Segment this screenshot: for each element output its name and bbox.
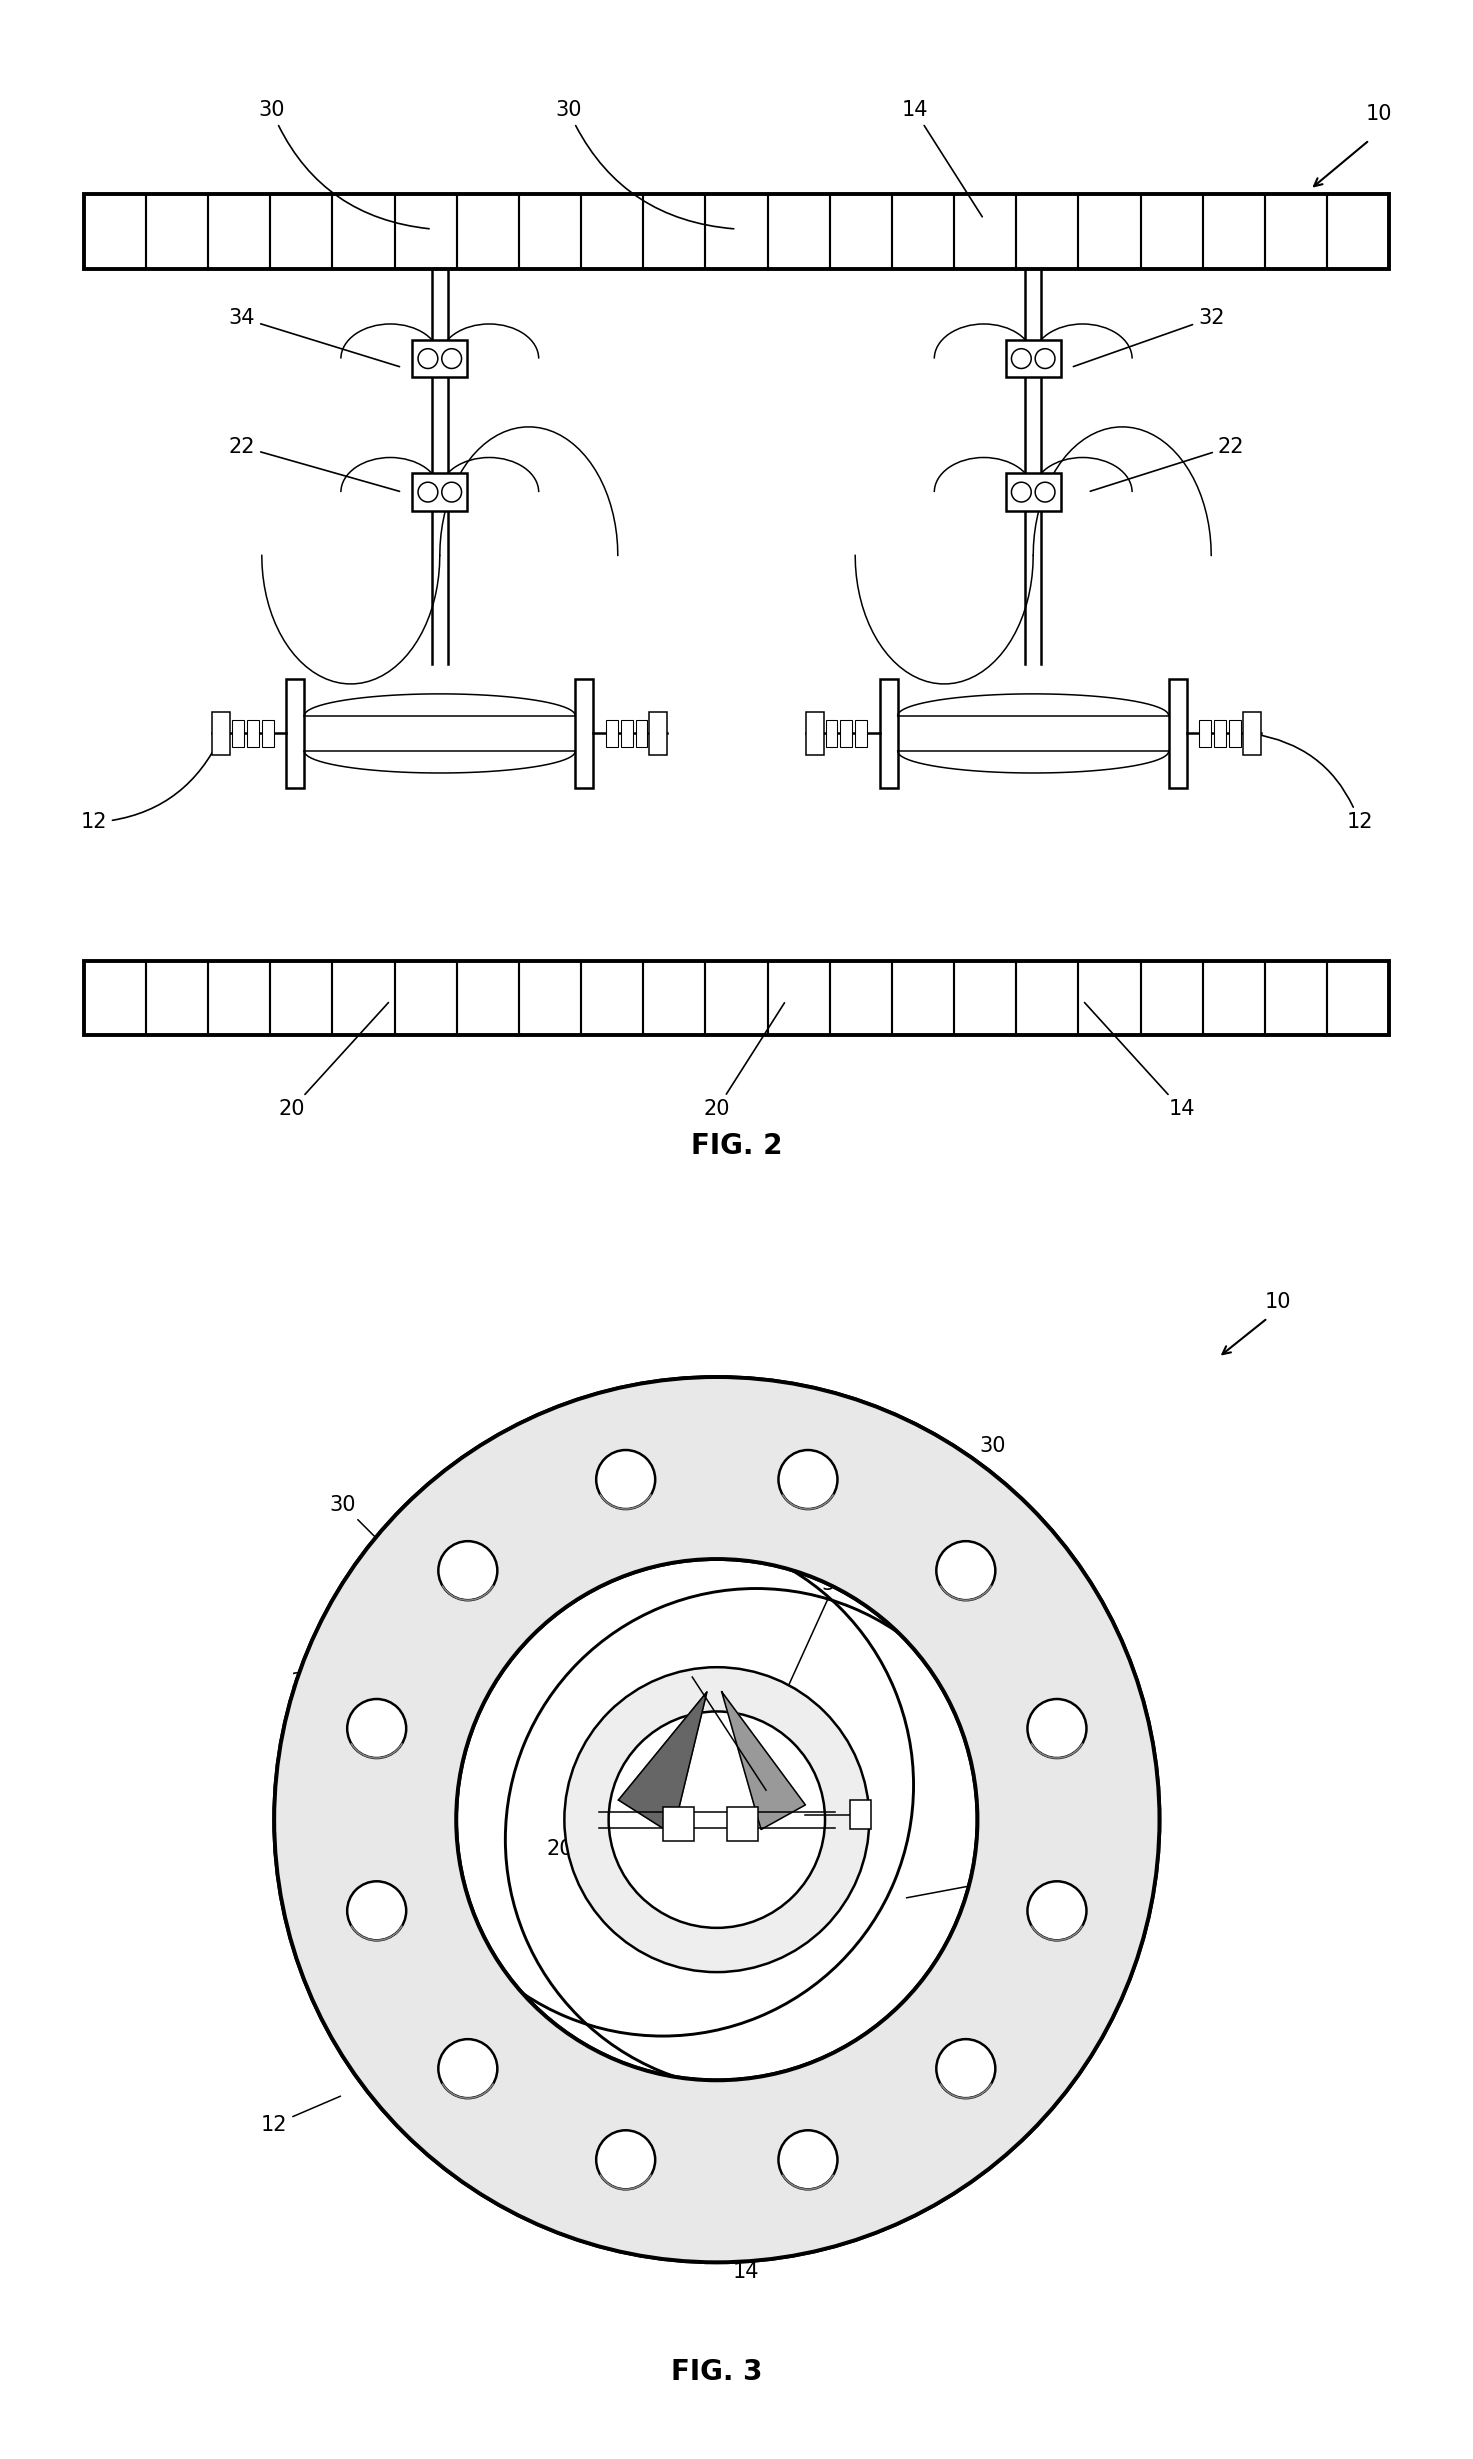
Bar [1168,679,1186,787]
Circle shape [442,349,461,369]
Text: 12: 12 [736,1446,779,1561]
Bar [262,720,274,748]
Circle shape [348,1881,407,1940]
Circle shape [597,2129,655,2189]
Circle shape [778,1451,838,1510]
Text: 22: 22 [965,2026,1074,2046]
Text: 32: 32 [1074,307,1224,366]
Bar [84,194,1389,268]
Bar [636,720,648,748]
Circle shape [439,2039,498,2098]
Circle shape [1012,349,1031,369]
Text: 10: 10 [1264,1291,1290,1313]
Circle shape [442,482,461,502]
Text: 14: 14 [1084,1003,1195,1119]
Text: FIG. 3: FIG. 3 [672,2358,763,2385]
Circle shape [439,1542,498,1601]
Bar [412,472,467,511]
Bar [286,679,305,787]
Circle shape [937,1542,996,1601]
Text: 12: 12 [81,735,221,834]
Circle shape [937,2039,996,2098]
Bar [879,679,897,787]
Circle shape [348,1699,407,1758]
Circle shape [1028,1881,1087,1940]
Text: 34: 34 [906,1859,1074,1898]
Bar [806,711,823,755]
Bar [856,720,868,748]
Text: 32: 32 [290,1672,399,1739]
Bar [247,720,259,748]
Polygon shape [619,1692,707,1834]
Circle shape [439,1542,498,1601]
Circle shape [1036,482,1055,502]
Circle shape [778,2129,838,2189]
Bar [233,720,245,748]
Text: 12: 12 [1254,733,1373,834]
Bar [212,711,230,755]
Circle shape [778,2129,838,2189]
Text: 20: 20 [278,1003,389,1119]
Circle shape [1028,1699,1087,1758]
Bar [620,720,632,748]
Circle shape [597,2129,655,2189]
Text: 14: 14 [1093,1682,1143,1788]
Bar [825,720,837,748]
Bar [412,339,467,376]
Circle shape [439,2039,498,2098]
Circle shape [1028,1699,1087,1758]
Bar [1006,472,1061,511]
Bar [1006,339,1061,376]
Bar [605,720,617,748]
Circle shape [608,1711,825,1928]
Text: 34: 34 [228,307,399,366]
Circle shape [564,1667,869,1972]
Text: 30: 30 [330,1495,430,1591]
Text: 12: 12 [261,2095,340,2134]
Circle shape [274,1377,1159,2262]
Bar [663,1807,694,1842]
Text: 20: 20 [704,1003,785,1119]
Circle shape [1012,482,1031,502]
Text: 30: 30 [555,101,734,229]
Bar [1228,720,1240,748]
Circle shape [418,482,437,502]
Circle shape [348,1881,407,1940]
Bar [650,711,667,755]
Circle shape [418,349,437,369]
Circle shape [1028,1881,1087,1940]
Circle shape [597,1451,655,1510]
Circle shape [778,1451,838,1510]
Text: 30: 30 [896,1436,1006,1512]
Bar [1199,720,1211,748]
Circle shape [457,1559,978,2080]
Text: 22: 22 [228,438,399,492]
Polygon shape [722,1692,806,1829]
Bar [1214,720,1226,748]
Circle shape [1036,349,1055,369]
Bar [850,1800,871,1829]
Text: 10: 10 [1365,103,1392,125]
Text: FIG. 2: FIG. 2 [691,1131,782,1161]
Text: 20: 20 [546,1825,694,1859]
Circle shape [937,2039,996,2098]
Circle shape [597,1451,655,1510]
Text: 22: 22 [1090,438,1245,492]
Text: 14: 14 [719,2225,760,2282]
Text: 30: 30 [258,101,429,229]
Bar [576,679,594,787]
Text: 32: 32 [787,1574,848,1689]
Bar [726,1807,759,1842]
Bar [1243,711,1261,755]
Bar [84,961,1389,1035]
Circle shape [937,1542,996,1601]
Wedge shape [274,1377,1159,2262]
Bar [840,720,853,748]
Text: 14: 14 [901,101,982,216]
Circle shape [348,1699,407,1758]
